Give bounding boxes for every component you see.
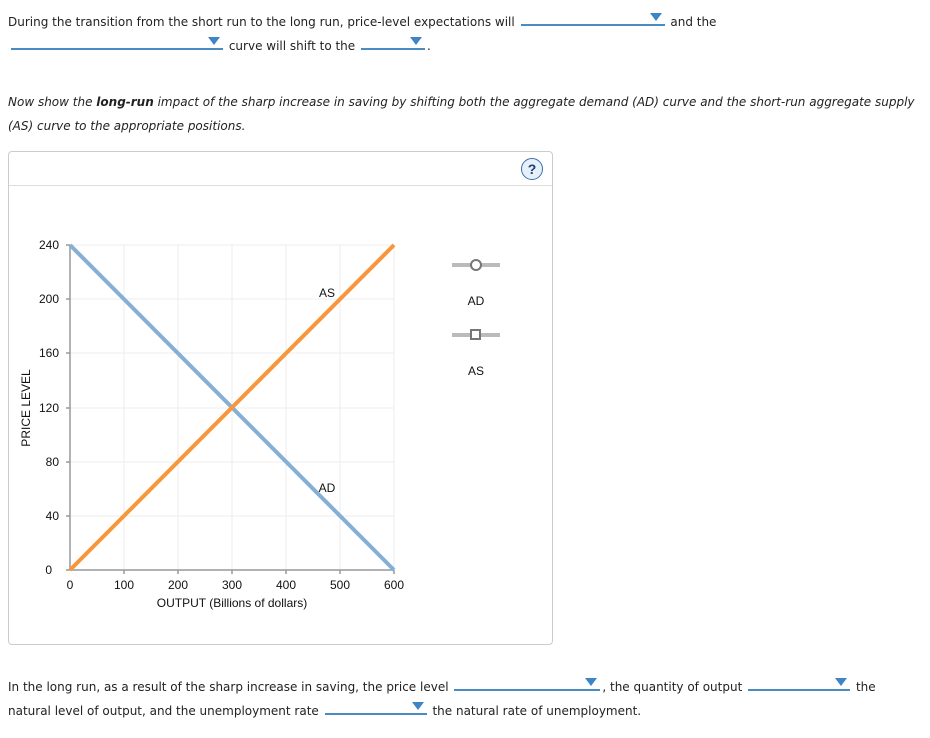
instructions-line2: (AS) curve to the appropriate positions. — [8, 119, 245, 133]
question2-text-c: the — [855, 680, 876, 694]
question2-line1: In the long run, as a result of the shar… — [8, 675, 876, 694]
instructions-bold: long-run — [96, 95, 154, 109]
question1-line1: During the transition from the short run… — [8, 10, 716, 29]
question2-text-b: , the quantity of output — [602, 680, 743, 694]
expectations-dropdown[interactable] — [520, 10, 665, 26]
unemployment-dropdown[interactable] — [324, 699, 427, 715]
panel-header: ? — [9, 152, 552, 186]
dropdown-arrow-icon — [649, 13, 662, 21]
instructions-line1: Now show the long-run impact of the shar… — [8, 95, 915, 109]
dropdown-arrow-icon — [835, 678, 848, 686]
dropdown-arrow-icon — [410, 37, 423, 45]
direction-dropdown[interactable] — [361, 34, 426, 50]
question2-line2: natural level of output, and the unemplo… — [8, 699, 641, 718]
question1-line2: curve will shift to the . — [11, 34, 431, 53]
instructions-text: Now show the — [8, 95, 97, 109]
help-icon[interactable]: ? — [521, 158, 543, 180]
dropdown-arrow-icon — [411, 702, 424, 710]
question2-text-a: In the long run, as a result of the shar… — [8, 680, 449, 694]
question2-text-d: natural level of output, and the unemplo… — [8, 704, 319, 718]
instructions-text: (AS) curve to the appropriate positions. — [8, 119, 246, 133]
price-level-dropdown[interactable] — [454, 675, 601, 691]
question2-text-e: the natural rate of unemployment. — [432, 704, 642, 718]
question1-text-b: and the — [670, 15, 717, 29]
question1-text-d: . — [427, 39, 431, 53]
graph-panel: ? — [8, 151, 553, 645]
output-dropdown[interactable] — [748, 675, 851, 691]
curve-dropdown[interactable] — [11, 34, 223, 50]
dropdown-arrow-icon — [585, 678, 598, 686]
question1-text-c: curve will shift to the — [228, 39, 356, 53]
dropdown-arrow-icon — [208, 37, 220, 45]
instructions-text: impact of the sharp increase in saving b… — [153, 95, 915, 109]
question1-text-a: During the transition from the short run… — [8, 15, 515, 29]
